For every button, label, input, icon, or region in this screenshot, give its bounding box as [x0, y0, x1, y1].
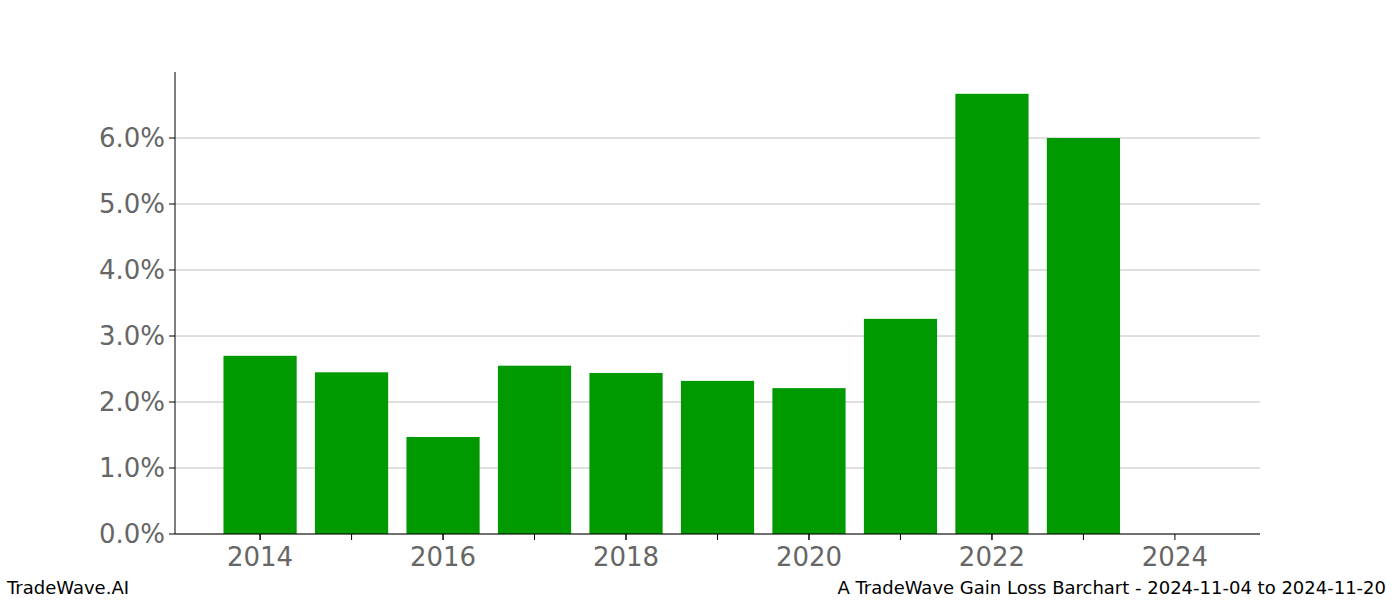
- bar: [955, 94, 1028, 534]
- x-minor-tick: [900, 534, 901, 540]
- bar: [1047, 138, 1120, 534]
- bar: [406, 437, 479, 534]
- y-tick-label: 3.0%: [99, 321, 165, 351]
- y-tick-label: 5.0%: [99, 189, 165, 219]
- x-tick: [1174, 534, 1175, 540]
- x-tick-label: 2016: [410, 542, 476, 572]
- bar: [681, 381, 754, 534]
- y-axis: [175, 72, 176, 534]
- y-tick-label: 6.0%: [99, 123, 165, 153]
- bars: [223, 94, 1120, 534]
- chart: 0.0% 1.0% 2.0% 3.0% 4.0% 5.0% 6.0% 2014 2016 2018…: [0, 0, 1400, 600]
- y-tick: [169, 534, 175, 535]
- x-minor-tick: [260, 534, 261, 540]
- y-tick: [169, 402, 175, 403]
- x-tick-label: 2024: [1142, 542, 1208, 572]
- y-tick: [169, 468, 175, 469]
- x-minor-tick: [808, 534, 809, 540]
- x-minor-tick: [534, 534, 535, 540]
- x-tick-label: 2014: [227, 542, 293, 572]
- grid-line: [175, 534, 1260, 535]
- bar: [772, 388, 845, 534]
- x-tick-label: 2022: [959, 542, 1025, 572]
- y-tick-label: 4.0%: [99, 255, 165, 285]
- y-tick: [169, 138, 175, 139]
- bar: [315, 372, 388, 534]
- x-minor-tick: [991, 534, 992, 540]
- x-minor-tick: [351, 534, 352, 540]
- bar: [223, 356, 296, 534]
- bar: [498, 366, 571, 534]
- footer-left: TradeWave.AI: [6, 577, 129, 598]
- bar: [589, 373, 662, 534]
- y-tick-label: 1.0%: [99, 453, 165, 483]
- footer-right: A TradeWave Gain Loss Barchart - 2024-11…: [837, 577, 1386, 598]
- x-tick: [260, 534, 261, 540]
- bar: [864, 319, 937, 534]
- y-tick-label: 0.0%: [99, 519, 165, 549]
- y-tick-label: 2.0%: [99, 387, 165, 417]
- x-minor-tick: [717, 534, 718, 540]
- x-minor-tick: [1083, 534, 1084, 540]
- x-tick: [808, 534, 809, 540]
- x-tick-label: 2020: [776, 542, 842, 572]
- x-tick: [991, 534, 992, 540]
- x-axis: [175, 534, 1260, 535]
- y-tick: [169, 336, 175, 337]
- y-tick: [169, 204, 175, 205]
- x-tick: [626, 534, 627, 540]
- x-tick: [443, 534, 444, 540]
- x-minor-tick: [443, 534, 444, 540]
- x-minor-tick: [626, 534, 627, 540]
- y-tick: [169, 270, 175, 271]
- x-tick-label: 2018: [593, 542, 659, 572]
